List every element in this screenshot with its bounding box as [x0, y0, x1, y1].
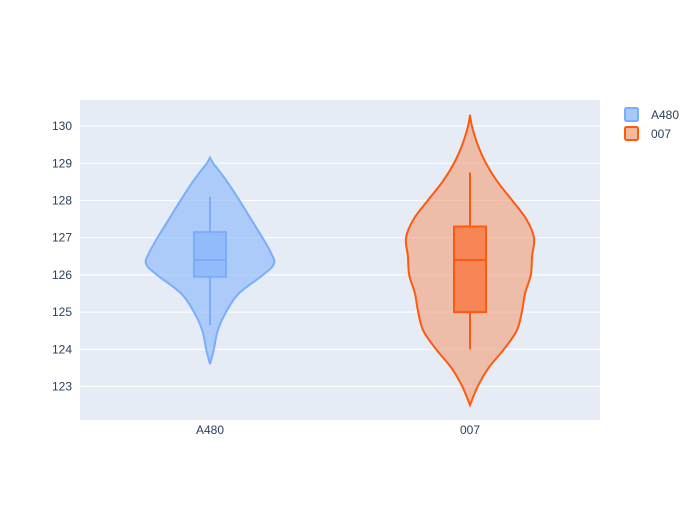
legend-item-a480[interactable]: A480	[624, 107, 679, 122]
legend-item-007[interactable]: 007	[624, 126, 671, 141]
box-iqr	[453, 225, 487, 314]
y-tick-label: 125	[52, 305, 72, 319]
y-tick-label: 124	[52, 342, 72, 356]
y-tick-label: 123	[52, 380, 72, 394]
y-tick-label: 130	[52, 119, 72, 133]
box-iqr	[193, 231, 227, 278]
violin-a480[interactable]	[144, 155, 276, 365]
y-tick-label: 129	[52, 156, 72, 170]
x-tick-label: A480	[196, 423, 224, 437]
y-tick-label: 127	[52, 231, 72, 245]
y-tick-label: 126	[52, 268, 72, 282]
legend-swatch	[624, 126, 639, 141]
legend-label: A480	[651, 108, 679, 122]
x-tick-label: 007	[460, 423, 480, 437]
legend-label: 007	[651, 127, 671, 141]
violin-007[interactable]	[404, 114, 536, 408]
violin-traces	[144, 114, 536, 408]
y-tick-label: 128	[52, 193, 72, 207]
x-axis-tick-labels: A480 007	[196, 423, 480, 437]
y-axis-tick-labels: 123 124 125 126 127 128 129 130	[52, 119, 72, 393]
legend-swatch	[624, 107, 639, 122]
legend[interactable]: A480 007	[624, 107, 679, 141]
